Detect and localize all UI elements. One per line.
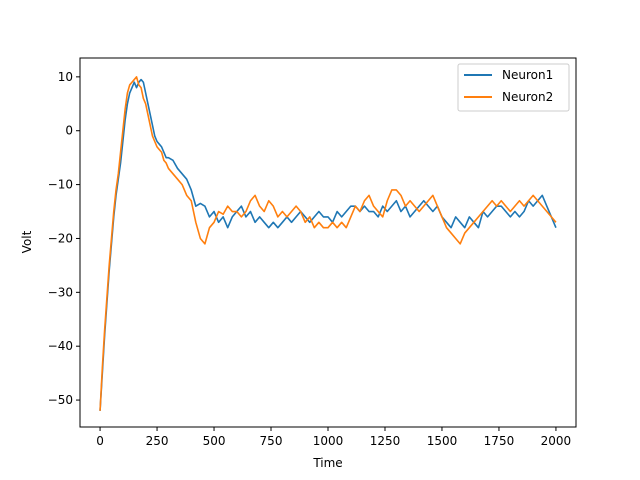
x-tick-label: 1750 [484, 434, 515, 448]
y-tick-label: −30 [48, 285, 73, 299]
legend-label-neuron1: Neuron1 [502, 68, 553, 82]
x-tick-label: 250 [146, 434, 169, 448]
legend-label-neuron2: Neuron2 [502, 90, 553, 104]
y-tick-label: 10 [58, 70, 73, 84]
x-tick-label: 750 [260, 434, 283, 448]
x-tick-label: 2000 [541, 434, 572, 448]
x-tick-label: 500 [203, 434, 226, 448]
y-axis-label: Volt [20, 230, 34, 253]
x-tick-label: 0 [96, 434, 104, 448]
y-tick-label: −20 [48, 231, 73, 245]
y-axis-ticks: −50 −40 −30 −20 −10 0 10 [48, 70, 80, 407]
y-tick-label: 0 [65, 124, 73, 138]
x-tick-label: 1500 [427, 434, 458, 448]
y-tick-label: −50 [48, 393, 73, 407]
x-tick-label: 1250 [370, 434, 401, 448]
series-layer [99, 76, 557, 411]
series-line-neuron1 [99, 78, 557, 411]
series-line-neuron2 [99, 76, 557, 411]
x-tick-label: 1000 [313, 434, 344, 448]
legend: Neuron1 Neuron2 [457, 63, 570, 112]
y-tick-label: −40 [48, 339, 73, 353]
x-axis-label: Time [312, 456, 342, 470]
y-tick-label: −10 [48, 178, 73, 192]
x-axis-ticks: 0 250 500 750 1000 1250 1500 1750 2000 [96, 427, 571, 448]
